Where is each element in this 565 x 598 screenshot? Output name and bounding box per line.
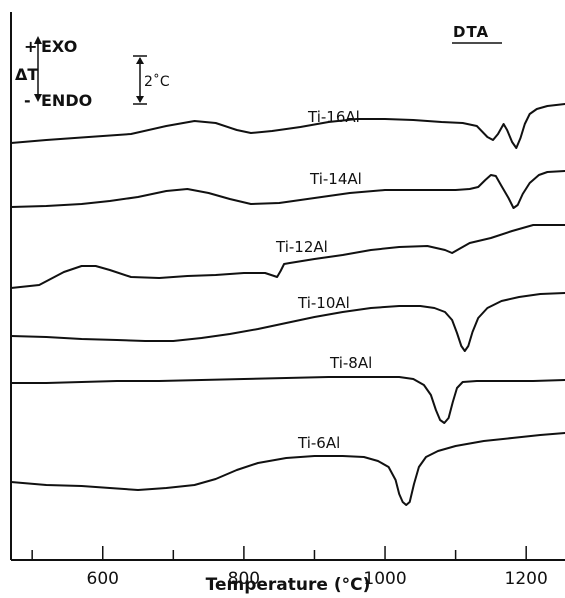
chart-title: DTA (453, 23, 489, 41)
legend-arrow-up-icon (34, 36, 42, 44)
legend-plus: + (24, 37, 37, 56)
series-line-ti-12al (10, 224, 565, 289)
series-label-ti-10al: Ti-10Al (297, 294, 350, 312)
series-label-ti-12al: Ti-12Al (275, 238, 328, 256)
x-tick-label: 800 (228, 569, 260, 589)
series-label-ti-8al: Ti-8Al (329, 354, 372, 372)
legend-arrow-down-icon (34, 94, 42, 102)
series-line-ti-6al (10, 432, 565, 506)
series-line-ti-10al (10, 292, 565, 352)
scale-arrow-down-icon (136, 96, 144, 103)
series-line-ti-14al (10, 170, 565, 209)
exo-endo-legend: + EXO - ENDO ΔT (15, 36, 92, 110)
x-axis-title: Temperature (°C) (206, 575, 371, 595)
series-label-ti-14al: Ti-14Al (309, 170, 362, 188)
x-tick-label: 600 (87, 569, 119, 589)
series-label-ti-6al: Ti-6Al (297, 434, 340, 452)
legend-minus: - (24, 91, 31, 110)
x-ticks-group: 600 800 1000 1200 (31, 546, 548, 589)
legend-exo: EXO (41, 37, 77, 56)
series-line-ti-16al (10, 103, 565, 149)
x-tick-label: 1200 (505, 569, 548, 589)
series-line-ti-8al (10, 376, 565, 424)
legend-endo: ENDO (41, 91, 92, 110)
x-tick-label: 1000 (363, 569, 406, 589)
legend-delta-t: ΔT (15, 65, 38, 84)
series-label-ti-16al: Ti-16Al (307, 108, 360, 126)
scale-arrow-up-icon (136, 57, 144, 64)
series-labels-group: Ti-16Al Ti-14Al Ti-12Al Ti-10Al Ti-8Al Ti-6Al (275, 108, 372, 452)
scale-bar: 2˚C (133, 55, 170, 105)
curves-group (10, 103, 565, 506)
scale-label: 2˚C (144, 73, 170, 90)
